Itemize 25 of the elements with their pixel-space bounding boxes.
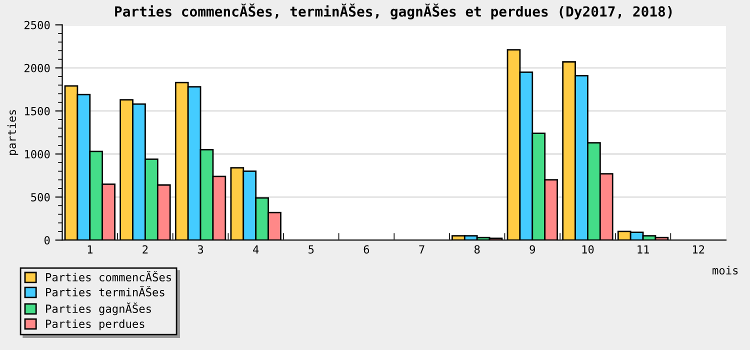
legend-label: Parties perdues — [46, 319, 144, 330]
x-tick-label: 7 — [419, 245, 424, 254]
legend-label: Parties terminĂŠes — [46, 286, 164, 296]
x-tick-label: 1 — [88, 245, 92, 254]
x-tick-label: 11 — [638, 245, 649, 254]
x-tick-label: 8 — [474, 245, 480, 254]
x-tick-label: 5 — [308, 245, 314, 254]
x-tick-label: 9 — [530, 245, 535, 254]
y-tick-label: 1500 — [25, 106, 50, 116]
x-tick-label: 6 — [364, 245, 370, 254]
y-tick-label: 0 — [44, 236, 50, 245]
x-tick-label: 12 — [692, 245, 704, 254]
y-tick-label: 2500 — [24, 20, 50, 30]
legend-label: Parties commencĂŠes — [46, 270, 171, 282]
y-tick-label: 2000 — [24, 64, 50, 72]
y-axis-title: parties — [7, 110, 18, 155]
x-tick-label: 10 — [582, 245, 594, 254]
x-tick-label: 3 — [198, 245, 204, 254]
x-tick-label: 4 — [253, 245, 259, 254]
y-tick-label: 1000 — [25, 150, 50, 158]
x-axis-title: mois — [712, 266, 738, 275]
y-tick-label: 500 — [31, 193, 50, 202]
chart-title: Parties commencĂŠes, terminĂŠes, gagnĂŠes et perdues (Dy2017, 2018) — [115, 4, 672, 20]
legend-label: Parties gagnĂŠes — [46, 302, 151, 316]
x-tick-label: 2 — [142, 245, 148, 254]
